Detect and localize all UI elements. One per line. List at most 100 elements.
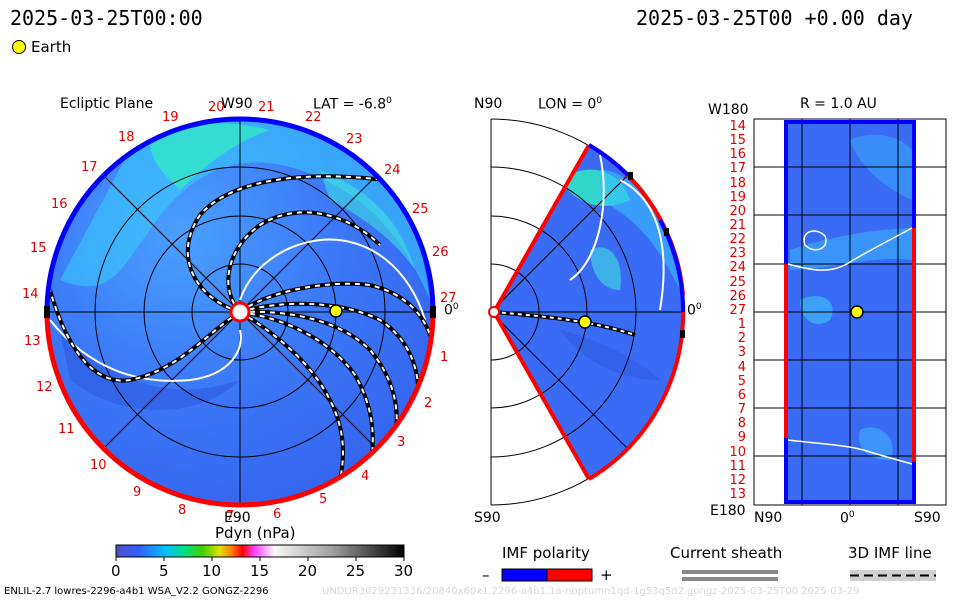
longitude-label: LON = 00: [538, 96, 602, 113]
row-label: 20: [729, 204, 746, 219]
synoptic-zero: 0: [840, 510, 849, 527]
radius-label: R = 1.0 AU: [800, 96, 877, 112]
latitude-label: LAT = -6.80: [313, 96, 392, 113]
row-label: 12: [729, 473, 746, 488]
minus-label: –: [482, 566, 490, 584]
carrington-label: 11: [58, 422, 75, 437]
left-timestamp: 2025-03-25T00:00: [10, 6, 203, 30]
positive-polarity-swatch: [546, 568, 593, 582]
meridional-top-label: N90: [474, 96, 503, 112]
colorbar: [115, 544, 405, 558]
carrington-label: 27: [440, 291, 457, 306]
current-sheath-title: Current sheath: [670, 544, 783, 562]
row-label: 11: [729, 459, 746, 474]
row-label: 19: [729, 190, 746, 205]
carrington-label: 18: [118, 130, 135, 145]
imf-polarity-title: IMF polarity: [502, 544, 590, 562]
carrington-label: 3: [397, 435, 405, 450]
carrington-label: 13: [24, 334, 41, 349]
row-label: 26: [729, 289, 746, 304]
meridional-zero: 0: [687, 302, 696, 319]
earth-icon: [578, 315, 592, 329]
carrington-label: 22: [305, 110, 322, 125]
row-label: 16: [729, 147, 746, 162]
ecliptic-title: Ecliptic Plane: [60, 96, 154, 112]
imf-line-swatch: [850, 570, 936, 581]
sun-icon: [488, 306, 500, 318]
ecliptic-degree: 0: [452, 302, 459, 312]
colorbar-tick: 20: [298, 562, 318, 580]
footer-run-info: UNDUR3029231336/20840x60x1.2296-a4b1.1a-…: [322, 586, 860, 597]
row-label: 27: [729, 303, 746, 318]
meridional-degree: 0: [695, 302, 702, 312]
colorbar-tick: 10: [202, 562, 222, 580]
row-label: 3: [738, 345, 746, 360]
meridional-right-label: 00: [687, 302, 702, 319]
colorbar-tick: 15: [250, 562, 270, 580]
row-label: 9: [738, 430, 746, 445]
meridional-bottom-label: S90: [474, 510, 501, 526]
synoptic-bottom-left-label: E180: [710, 503, 746, 519]
row-label: 7: [738, 402, 746, 417]
latitude-value: LAT = -6.8: [313, 96, 387, 113]
earth-icon: [329, 304, 343, 318]
row-label: 8: [738, 416, 746, 431]
carrington-label: 9: [133, 485, 141, 500]
current-sheath-swatch: [682, 570, 778, 581]
carrington-label: 17: [81, 160, 98, 175]
ecliptic-zero: 0: [444, 302, 453, 319]
carrington-label: 5: [319, 492, 327, 507]
sun-icon: [229, 301, 251, 323]
synoptic-degree: 0: [848, 510, 855, 520]
colorbar-tick: 30: [394, 562, 414, 580]
carrington-label: 25: [412, 202, 429, 217]
ecliptic-plane-plot: [44, 116, 436, 508]
carrington-label: 14: [22, 287, 39, 302]
synoptic-row-labels: 14 15 16 17 18 19 20 21 22 23 24 25 26 2…: [729, 119, 746, 502]
row-label: 17: [729, 161, 746, 176]
plus-label: +: [600, 566, 613, 584]
colorbar-title: Pdyn (nPa): [215, 524, 296, 542]
row-label: 2: [738, 331, 746, 346]
carrington-label: 12: [36, 380, 53, 395]
row-label: 15: [729, 133, 746, 148]
row-label: 6: [738, 388, 746, 403]
row-label: 23: [729, 246, 746, 261]
synoptic-map-plot: [753, 118, 947, 506]
row-label: 25: [729, 275, 746, 290]
ecliptic-right-label: 00: [444, 302, 459, 319]
carrington-label: 19: [162, 110, 179, 125]
synoptic-south-label: S90: [914, 510, 941, 526]
carrington-label: 2: [424, 396, 432, 411]
row-label: 5: [738, 374, 746, 389]
carrington-label: 4: [361, 469, 369, 484]
carrington-label: 15: [30, 241, 47, 256]
longitude-value: LON = 0: [538, 96, 597, 113]
carrington-label: 10: [90, 458, 107, 473]
carrington-label: 6: [273, 507, 281, 522]
carrington-label: 21: [258, 100, 275, 115]
footer-model-info: ENLIL-2.7 lowres-2296-a4b1 WSA_V2.2 GONG…: [4, 586, 269, 597]
row-label: 21: [729, 218, 746, 233]
row-label: 22: [729, 232, 746, 247]
colorbar-tick: 25: [346, 562, 366, 580]
row-label: 18: [729, 176, 746, 191]
colorbar-tick: 0: [111, 562, 121, 580]
longitude-degree: 0: [596, 96, 603, 106]
meridional-plane-plot: [488, 118, 686, 506]
negative-polarity-swatch: [501, 568, 548, 582]
row-label: 4: [738, 360, 746, 375]
earth-legend-label: Earth: [31, 38, 72, 56]
carrington-label: 16: [51, 197, 68, 212]
carrington-label: 20: [208, 100, 225, 115]
right-timestamp: 2025-03-25T00 +0.00 day: [636, 6, 913, 30]
carrington-label: 1: [440, 350, 448, 365]
colorbar-tick: 5: [159, 562, 169, 580]
imf-line-title: 3D IMF line: [848, 544, 932, 562]
carrington-label: 23: [346, 132, 363, 147]
synoptic-zero-label: 00: [840, 510, 855, 527]
row-label: 14: [729, 119, 746, 134]
carrington-label: 24: [384, 163, 401, 178]
row-label: 1: [738, 317, 746, 332]
